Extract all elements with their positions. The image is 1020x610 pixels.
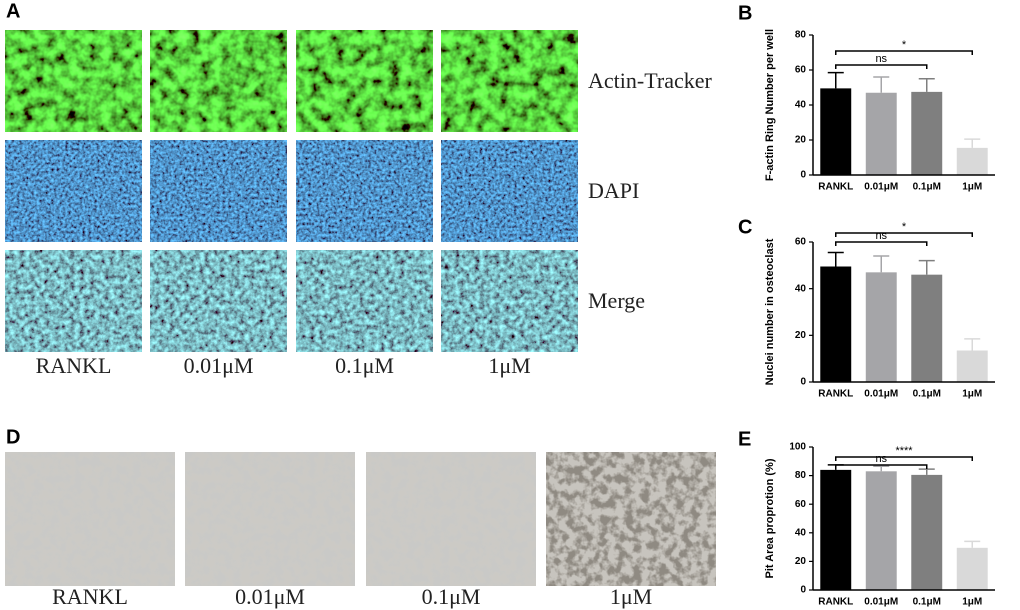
column-label: RANKL bbox=[52, 584, 128, 609]
micrograph-texture bbox=[441, 250, 578, 352]
y-tick-label: 60 bbox=[795, 499, 807, 510]
x-tick-label: 0.01μM bbox=[864, 389, 898, 400]
panel-label: D bbox=[6, 426, 20, 448]
micrograph-texture bbox=[441, 30, 578, 132]
panel-label: A bbox=[6, 0, 20, 22]
y-tick-label: 40 bbox=[795, 283, 807, 294]
column-label: 1μM bbox=[610, 584, 652, 609]
micrograph-texture bbox=[5, 30, 142, 132]
column-label: 0.01μM bbox=[184, 353, 254, 378]
y-tick-label: 60 bbox=[795, 237, 807, 248]
y-tick-label: 0 bbox=[800, 170, 806, 181]
significance-label: * bbox=[902, 221, 907, 233]
bar bbox=[956, 147, 988, 175]
x-tick-label: 1μM bbox=[962, 182, 982, 193]
bar bbox=[820, 88, 852, 175]
y-axis-label: Pit Area proprotion (%) bbox=[764, 458, 776, 578]
x-tick-label: 0.1μM bbox=[913, 597, 941, 608]
bar bbox=[911, 91, 943, 175]
panel-label: C bbox=[738, 216, 752, 238]
micrograph-texture bbox=[296, 250, 433, 352]
y-tick-label: 20 bbox=[795, 330, 807, 341]
significance-bracket bbox=[835, 232, 973, 237]
micrograph-texture bbox=[441, 140, 578, 242]
y-tick-label: 80 bbox=[795, 470, 807, 481]
y-tick-label: 80 bbox=[795, 30, 807, 41]
y-tick-label: 60 bbox=[795, 65, 807, 76]
x-tick-label: RANKL bbox=[818, 389, 853, 400]
y-tick-label: 40 bbox=[795, 527, 807, 538]
y-axis-label: F-actin Ring Number per well bbox=[764, 29, 776, 181]
y-tick-label: 20 bbox=[795, 135, 807, 146]
bar bbox=[956, 350, 988, 382]
x-tick-label: RANKL bbox=[818, 597, 853, 608]
y-tick-label: 20 bbox=[795, 556, 807, 567]
micrograph-texture bbox=[5, 250, 142, 352]
x-tick-label: 0.1μM bbox=[913, 389, 941, 400]
x-tick-label: 0.1μM bbox=[913, 182, 941, 193]
micrograph-texture bbox=[366, 452, 536, 586]
x-tick-label: 0.01μM bbox=[864, 182, 898, 193]
micrograph-texture bbox=[5, 452, 175, 586]
column-label: 1μM bbox=[488, 353, 530, 378]
micrograph-texture bbox=[150, 140, 287, 242]
y-tick-label: 0 bbox=[800, 585, 806, 596]
significance-label: ns bbox=[875, 453, 887, 465]
bar bbox=[820, 469, 852, 590]
x-tick-label: RANKL bbox=[818, 182, 853, 193]
significance-bracket bbox=[835, 64, 928, 69]
micrograph-texture bbox=[150, 30, 287, 132]
column-label: 0.1μM bbox=[422, 584, 481, 609]
micrograph-texture bbox=[296, 30, 433, 132]
significance-label: * bbox=[902, 39, 907, 51]
y-axis-label: Nuclei number in osteoclast bbox=[764, 238, 776, 385]
y-tick-label: 40 bbox=[795, 100, 807, 111]
column-label: 0.1μM bbox=[335, 353, 394, 378]
x-tick-label: 0.01μM bbox=[864, 597, 898, 608]
column-label: 0.01μM bbox=[235, 584, 305, 609]
bar bbox=[911, 474, 943, 590]
row-label: Actin-Tracker bbox=[588, 68, 712, 93]
significance-label: ns bbox=[875, 53, 887, 65]
column-label: RANKL bbox=[36, 353, 112, 378]
micrograph-texture bbox=[5, 140, 142, 242]
y-tick-label: 100 bbox=[789, 442, 806, 453]
bar bbox=[820, 266, 852, 382]
significance-bracket bbox=[835, 464, 928, 469]
significance-label: **** bbox=[895, 445, 913, 457]
row-label: DAPI bbox=[588, 178, 639, 203]
micrograph-texture bbox=[296, 140, 433, 242]
row-label: Merge bbox=[588, 288, 645, 313]
x-tick-label: 1μM bbox=[962, 597, 982, 608]
micrograph-texture bbox=[185, 452, 355, 586]
bar bbox=[865, 272, 897, 382]
panel-label: E bbox=[738, 428, 751, 450]
panel-label: B bbox=[738, 2, 752, 24]
micrograph-texture bbox=[150, 250, 287, 352]
y-tick-label: 0 bbox=[800, 377, 806, 388]
significance-bracket bbox=[835, 50, 973, 55]
micrograph-texture bbox=[546, 452, 716, 586]
bar bbox=[956, 547, 988, 590]
significance-bracket bbox=[835, 241, 928, 246]
significance-bracket bbox=[835, 456, 973, 461]
bar bbox=[865, 471, 897, 590]
x-tick-label: 1μM bbox=[962, 389, 982, 400]
significance-label: ns bbox=[875, 230, 887, 242]
bar bbox=[911, 274, 943, 382]
bar bbox=[865, 92, 897, 175]
